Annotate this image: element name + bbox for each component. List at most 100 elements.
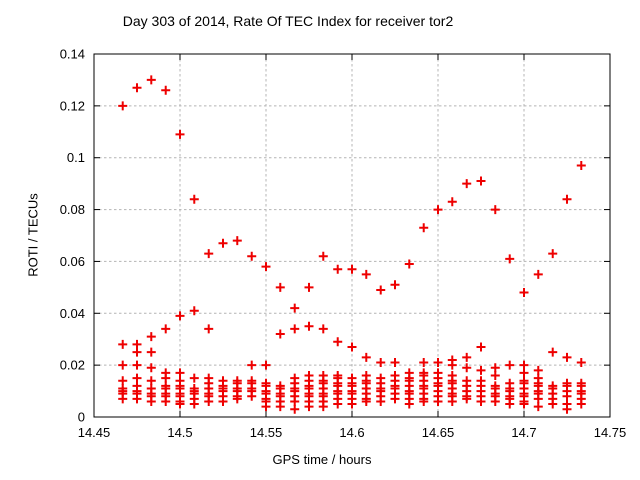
data-point-marker xyxy=(304,402,314,412)
data-point-marker xyxy=(462,363,472,373)
data-point-marker xyxy=(505,254,515,264)
data-point-marker xyxy=(132,360,142,370)
data-point-marker xyxy=(347,264,357,274)
data-point-marker xyxy=(247,251,257,261)
data-point-marker xyxy=(433,205,443,215)
x-tick-label: 14.55 xyxy=(250,425,283,440)
y-tick-label: 0.12 xyxy=(60,98,85,113)
data-point-marker xyxy=(548,249,558,259)
data-point-marker xyxy=(462,352,472,362)
data-point-marker xyxy=(218,238,228,248)
data-point-marker xyxy=(347,342,357,352)
data-point-marker xyxy=(204,249,214,259)
data-point-marker xyxy=(490,363,500,373)
data-point-marker xyxy=(175,399,185,409)
x-tick-label: 14.6 xyxy=(339,425,364,440)
data-point-marker xyxy=(204,396,214,406)
x-tick-label: 14.65 xyxy=(422,425,455,440)
data-point-marker xyxy=(290,324,300,334)
data-point-marker xyxy=(404,259,414,269)
data-point-marker xyxy=(132,394,142,404)
y-tick-label: 0.04 xyxy=(60,306,85,321)
data-point-marker xyxy=(476,396,486,406)
data-point-marker xyxy=(275,329,285,339)
data-point-marker xyxy=(519,360,529,370)
x-tick-label: 14.5 xyxy=(167,425,192,440)
data-point-marker xyxy=(490,371,500,381)
data-point-marker xyxy=(189,399,199,409)
data-point-marker xyxy=(419,223,429,233)
data-point-marker xyxy=(247,391,257,401)
data-point-marker xyxy=(275,402,285,412)
data-point-marker xyxy=(232,236,242,246)
data-point-marker xyxy=(146,363,156,373)
data-point-marker xyxy=(232,394,242,404)
data-point-marker xyxy=(261,360,271,370)
data-point-marker xyxy=(562,352,572,362)
data-point-marker xyxy=(175,129,185,139)
data-point-marker xyxy=(390,280,400,290)
data-point-marker xyxy=(118,376,128,386)
y-tick-label: 0.06 xyxy=(60,254,85,269)
data-point-marker xyxy=(189,194,199,204)
data-point-marker xyxy=(447,360,457,370)
data-point-marker xyxy=(132,83,142,93)
data-point-marker xyxy=(376,396,386,406)
data-point-marker xyxy=(533,402,543,412)
data-point-marker xyxy=(118,394,128,404)
data-point-marker xyxy=(290,303,300,313)
data-point-marker xyxy=(476,176,486,186)
data-point-marker xyxy=(318,251,328,261)
data-point-marker xyxy=(347,399,357,409)
data-point-marker xyxy=(175,368,185,378)
data-point-marker xyxy=(333,337,343,347)
data-point-marker xyxy=(433,396,443,406)
data-point-marker xyxy=(161,85,171,95)
data-point-marker xyxy=(175,311,185,321)
data-point-marker xyxy=(218,396,228,406)
data-point-marker xyxy=(490,205,500,215)
data-point-marker xyxy=(261,402,271,412)
data-point-marker xyxy=(204,324,214,334)
data-point-marker xyxy=(247,360,257,370)
data-point-marker xyxy=(146,347,156,357)
data-point-marker xyxy=(304,282,314,292)
data-point-marker xyxy=(390,358,400,368)
data-point-marker xyxy=(290,404,300,414)
data-point-marker xyxy=(118,101,128,111)
data-point-marker xyxy=(562,391,572,401)
data-point-marker xyxy=(318,324,328,334)
data-point-marker xyxy=(462,179,472,189)
data-point-marker xyxy=(519,399,529,409)
data-point-marker xyxy=(132,373,142,383)
data-point-marker xyxy=(146,376,156,386)
chart-title: Day 303 of 2014, Rate Of TEC Index for r… xyxy=(122,13,454,29)
data-point-marker xyxy=(576,399,586,409)
data-point-marker xyxy=(562,194,572,204)
data-point-marker xyxy=(189,306,199,316)
data-point-marker xyxy=(146,75,156,85)
data-point-marker xyxy=(146,332,156,342)
data-point-marker xyxy=(261,262,271,272)
x-tick-label: 14.75 xyxy=(594,425,627,440)
data-point-marker xyxy=(404,399,414,409)
x-tick-label: 14.45 xyxy=(78,425,111,440)
data-point-marker xyxy=(118,339,128,349)
y-tick-label: 0.02 xyxy=(60,358,85,373)
data-point-marker xyxy=(447,197,457,207)
data-point-marker xyxy=(433,358,443,368)
data-point-marker xyxy=(118,360,128,370)
data-point-marker xyxy=(161,396,171,406)
x-tick-label: 14.7 xyxy=(511,425,536,440)
y-tick-label: 0.1 xyxy=(67,150,85,165)
data-point-marker xyxy=(519,368,529,378)
y-tick-label: 0.08 xyxy=(60,202,85,217)
data-point-marker xyxy=(376,358,386,368)
data-point-marker xyxy=(462,394,472,404)
data-point-marker xyxy=(161,373,171,383)
data-point-marker xyxy=(290,396,300,406)
data-point-marker xyxy=(361,269,371,279)
data-point-marker xyxy=(533,365,543,375)
